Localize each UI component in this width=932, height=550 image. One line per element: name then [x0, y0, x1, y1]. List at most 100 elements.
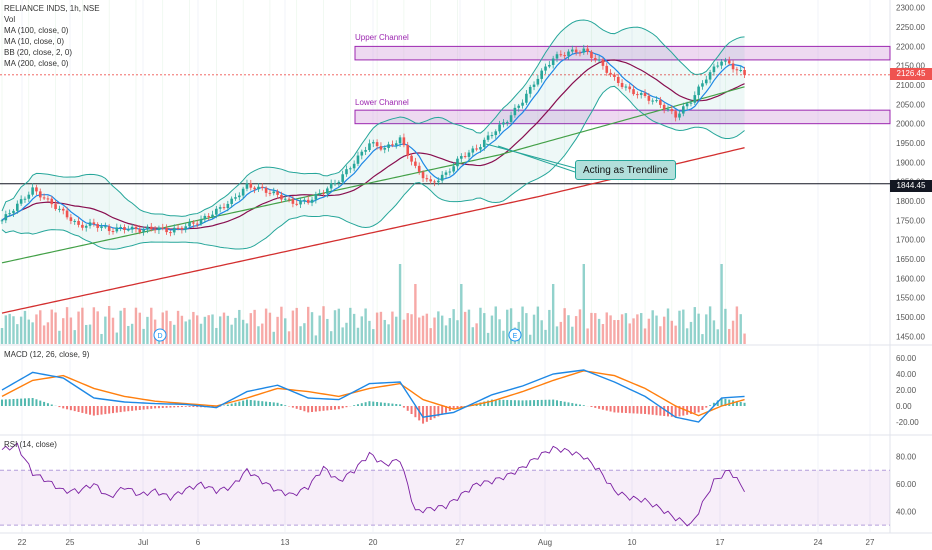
macd-histogram-bar: [406, 406, 409, 411]
candle-body: [433, 181, 436, 183]
macd-histogram-bar: [123, 406, 126, 412]
volume-bar: [402, 319, 406, 344]
price-tick-label: 1750.00: [896, 216, 925, 225]
macd-histogram-bar: [146, 406, 149, 410]
candle-body: [61, 208, 65, 211]
candle-body: [157, 227, 161, 231]
candle-body: [517, 105, 521, 108]
volume-bar: [176, 310, 180, 344]
macd-histogram-bar: [242, 400, 245, 406]
candle-body: [727, 60, 731, 64]
bollinger-lower: [1, 85, 745, 250]
candle-body: [314, 194, 318, 200]
legend-ma10[interactable]: MA (10, close, 0): [4, 37, 65, 46]
macd-histogram-bar: [701, 406, 704, 410]
macd-histogram-bar: [536, 400, 539, 406]
macd-histogram-bar: [127, 406, 130, 412]
volume-bar: [42, 325, 46, 344]
volume-bar: [115, 332, 119, 344]
candle-body: [704, 79, 708, 84]
candle-body: [65, 210, 69, 218]
candle-body: [689, 102, 693, 104]
macd-histogram-bar: [119, 406, 122, 413]
candle-body: [586, 48, 589, 52]
candle-body: [180, 227, 184, 230]
volume-bar: [574, 316, 578, 344]
candle-body: [720, 61, 723, 66]
candle-body: [708, 72, 712, 80]
candle-body: [452, 166, 455, 172]
macd-histogram-bar: [20, 398, 23, 406]
macd-histogram-bar: [249, 400, 252, 406]
volume-bar: [372, 329, 375, 344]
macd-tick-label: 40.00: [896, 370, 917, 379]
candle-body: [571, 49, 574, 52]
volume-bar: [199, 323, 203, 344]
macd-histogram-bar: [429, 406, 432, 420]
macd-histogram-bar: [456, 406, 459, 409]
macd-histogram-bar: [245, 399, 248, 406]
macd-histogram-bar: [659, 406, 662, 416]
candle-body: [161, 227, 165, 229]
candle-body: [620, 82, 624, 88]
candle-body: [482, 139, 486, 148]
volume-bar: [35, 314, 38, 344]
candle-body: [697, 86, 700, 96]
price-tick-label: 1500.00: [896, 313, 925, 322]
macd-histogram-bar: [27, 398, 30, 406]
candle-body: [528, 86, 532, 94]
macd-histogram-bar: [73, 406, 76, 412]
macd-histogram-bar: [96, 406, 99, 416]
candle-body: [712, 66, 716, 73]
trendline-callout[interactable]: Acting as Trendline: [575, 160, 676, 180]
macd-histogram-bar: [640, 406, 643, 414]
volume-bar: [651, 310, 654, 344]
macd-histogram-bar: [115, 406, 118, 413]
price-tick-label: 1550.00: [896, 294, 925, 303]
macd-histogram-bar: [8, 399, 11, 406]
volume-bar: [471, 327, 474, 344]
macd-histogram-bar: [157, 406, 160, 409]
volume-bar: [241, 319, 245, 344]
volume-bar: [486, 332, 490, 344]
volume-bar: [643, 328, 647, 344]
candle-body: [176, 227, 180, 229]
candle-body: [678, 113, 681, 118]
macd-histogram-bar: [43, 401, 46, 406]
rsi-label[interactable]: RSI (14, close): [4, 440, 57, 449]
candle-body: [685, 103, 689, 107]
macd-histogram-bar: [376, 402, 379, 406]
candle-body: [54, 204, 57, 210]
macd-histogram-bar: [678, 406, 681, 417]
candle-body: [299, 200, 302, 205]
candle-body: [337, 181, 341, 184]
volume-bar: [391, 311, 394, 344]
candle-body: [440, 174, 444, 181]
volume-bar: [16, 324, 19, 344]
date-tick-label: Aug: [538, 538, 552, 547]
legend-bb[interactable]: BB (20, close, 2, 0): [4, 48, 73, 57]
volume-bar: [322, 306, 325, 344]
volume-bar: [425, 313, 429, 344]
macd-histogram-bar: [284, 405, 287, 406]
volume-bar: [352, 313, 356, 344]
macd-histogram-bar: [636, 406, 639, 414]
macd-label[interactable]: MACD (12, 26, close, 9): [4, 350, 90, 359]
macd-histogram-bar: [299, 406, 302, 410]
volume-bar: [77, 311, 80, 344]
macd-histogram-bar: [303, 406, 306, 412]
volume-bar: [291, 310, 295, 344]
macd-histogram-bar: [81, 406, 84, 413]
legend-vol[interactable]: Vol: [4, 15, 16, 24]
legend-ma100[interactable]: MA (100, close, 0): [4, 26, 69, 35]
upper-channel-label: Upper Channel: [355, 33, 409, 42]
macd-histogram-bar: [399, 404, 402, 406]
candle-body: [605, 65, 609, 73]
volume-bar: [211, 314, 214, 344]
date-tick-label: Jul: [138, 538, 148, 547]
legend-symbol[interactable]: RELIANCE INDS, 1h, NSE: [4, 4, 100, 13]
legend-ma200[interactable]: MA (200, close, 0): [4, 59, 69, 68]
price-tick-label: 1650.00: [896, 255, 925, 264]
volume-bar: [230, 324, 233, 344]
